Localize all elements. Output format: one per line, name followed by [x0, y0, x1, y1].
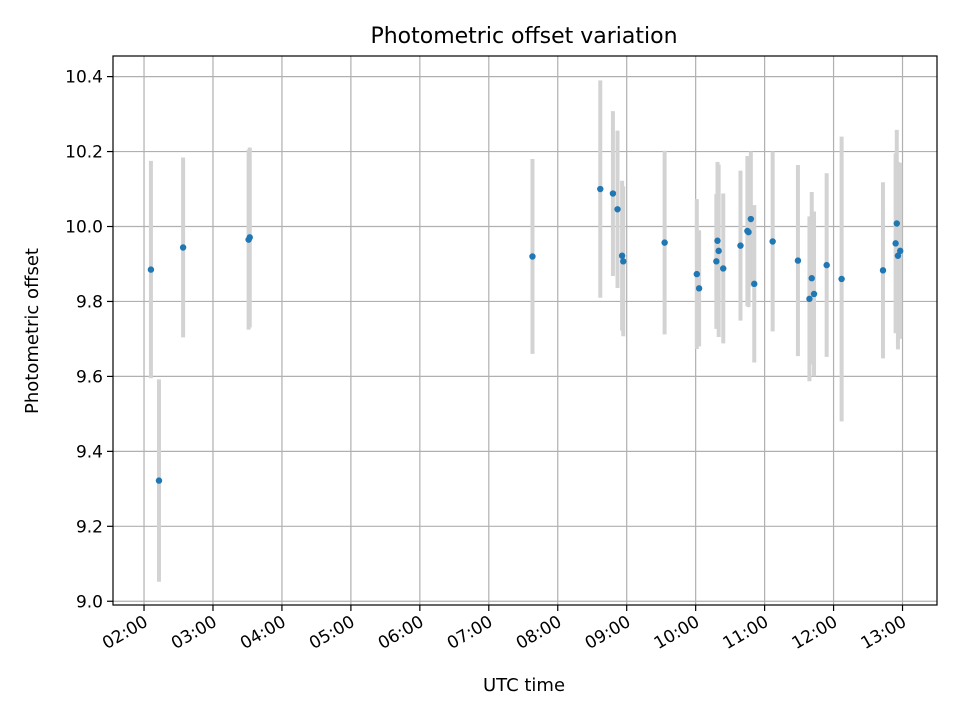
data-point — [147, 266, 155, 273]
data-point — [155, 477, 163, 484]
data-point — [614, 206, 621, 213]
data-point — [808, 275, 815, 282]
y-tick-label: 10.4 — [65, 68, 103, 88]
data-point — [179, 244, 187, 251]
y-tick-label: 10.2 — [65, 143, 103, 163]
data-point — [894, 252, 902, 259]
x-axis: 02:00 03:00 04:00 05:00 06:00 07:00 08:00 09:00… — [99, 605, 910, 654]
data-point — [823, 261, 830, 269]
data-point — [695, 285, 703, 292]
x-tick-label: 13:00 — [858, 612, 910, 654]
x-tick-label: 10:00 — [651, 612, 703, 654]
data-point — [720, 265, 727, 272]
data-point — [893, 220, 900, 227]
data-point — [693, 270, 701, 278]
data-point — [892, 240, 899, 247]
data-point — [737, 242, 744, 249]
y-tick-label: 9.0 — [76, 592, 103, 612]
x-tick-label: 09:00 — [582, 612, 634, 654]
x-tick-label: 07:00 — [444, 612, 496, 654]
data-point — [838, 275, 845, 283]
y-tick-label: 9.8 — [76, 292, 103, 312]
data-point — [661, 239, 668, 246]
y-tick-label: 9.2 — [76, 517, 103, 537]
plot-frame — [112, 55, 938, 606]
data-point — [879, 267, 887, 274]
data-point — [597, 185, 604, 193]
grid — [113, 56, 937, 605]
data-point — [713, 258, 720, 265]
y-axis-label: Photometric offset — [22, 248, 43, 414]
x-axis-label: UTC time — [483, 675, 565, 696]
y-axis: 9.0 9.2 9.4 9.6 9.8 10.0 10.2 10.4 — [65, 68, 113, 612]
x-tick-label: 12:00 — [789, 612, 841, 654]
data-point — [246, 234, 253, 241]
data-point — [714, 237, 721, 244]
x-tick-label: 04:00 — [237, 612, 289, 654]
data-point — [620, 258, 627, 265]
error-bars — [148, 80, 903, 582]
data-point — [810, 290, 818, 298]
data-point — [769, 238, 776, 245]
data-point — [715, 247, 722, 255]
y-tick-label: 9.6 — [76, 367, 103, 387]
x-tick-label: 05:00 — [306, 612, 358, 654]
data-point — [751, 280, 758, 288]
data-point — [618, 252, 626, 259]
x-tick-label: 08:00 — [513, 612, 565, 654]
y-tick-label: 10.0 — [65, 218, 103, 238]
data-point — [806, 295, 813, 303]
chart-title: Photometric offset variation — [370, 24, 677, 49]
data-point — [794, 257, 802, 264]
x-tick-label: 11:00 — [720, 612, 772, 654]
data-point — [897, 247, 904, 255]
data-point — [529, 253, 536, 260]
data-point — [747, 215, 755, 223]
data-point — [609, 190, 617, 197]
y-tick-label: 9.4 — [76, 442, 103, 462]
x-tick-label: 02:00 — [99, 612, 151, 654]
x-tick-label: 03:00 — [168, 612, 220, 654]
data-point — [745, 228, 752, 236]
data-points — [147, 185, 904, 484]
x-tick-label: 06:00 — [375, 612, 427, 654]
